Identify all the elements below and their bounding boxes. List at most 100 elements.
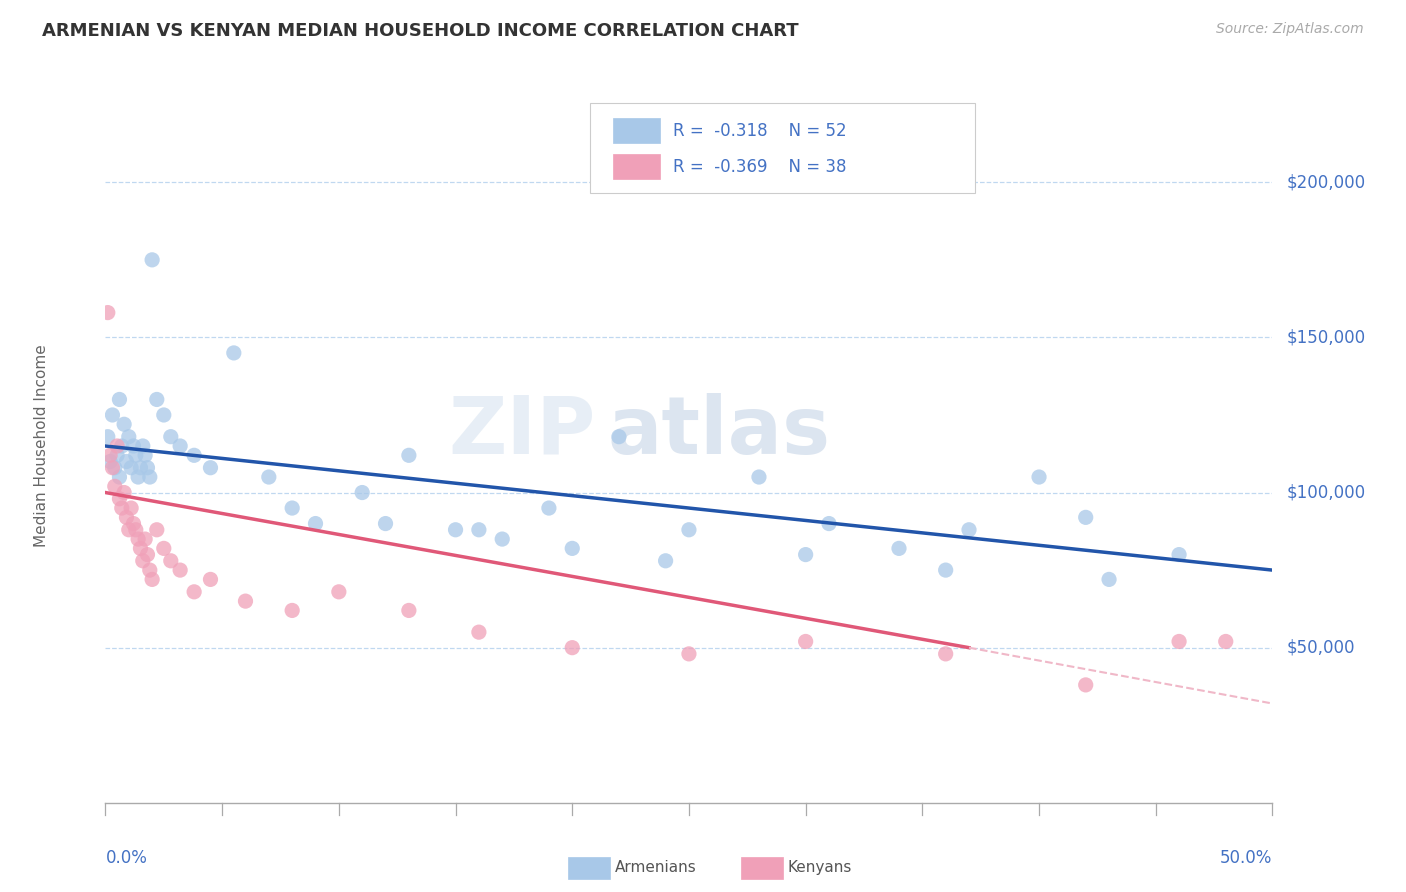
Point [491,532,513,546]
Text: R =  -0.318    N = 52: R = -0.318 N = 52 [672,122,846,140]
FancyBboxPatch shape [613,119,659,144]
Point [183,584,205,599]
Point [398,448,420,462]
Point [118,523,141,537]
Point [152,541,174,556]
Point [1074,510,1097,524]
Point [105,448,128,462]
Text: Kenyans: Kenyans [787,861,852,875]
Point [115,510,138,524]
Point [101,408,124,422]
Point [122,516,145,531]
Point [468,523,491,537]
Point [120,460,142,475]
Point [112,417,135,432]
Point [818,516,841,531]
Point [444,523,467,537]
Point [120,501,142,516]
Point [125,448,148,462]
Point [257,470,280,484]
Point [200,460,222,475]
Point [281,501,304,516]
Text: Median Household Income: Median Household Income [34,344,49,548]
Point [152,408,174,422]
Text: $100,000: $100,000 [1286,483,1365,501]
Point [98,454,121,468]
Point [97,430,120,444]
Text: Armenians: Armenians [614,861,696,875]
Point [887,541,910,556]
Point [794,548,817,562]
Point [129,460,152,475]
Point [561,541,583,556]
Point [957,523,980,537]
Point [146,392,169,407]
Point [222,346,245,360]
Point [654,554,676,568]
Point [141,573,163,587]
Point [678,647,700,661]
Point [537,501,560,516]
Point [111,439,134,453]
Point [111,501,134,516]
Text: $50,000: $50,000 [1286,639,1355,657]
Point [183,448,205,462]
Point [935,563,957,577]
Point [104,460,127,475]
Point [1074,678,1097,692]
Point [1215,634,1237,648]
Point [132,439,155,453]
Point [678,523,700,537]
Point [146,523,169,537]
Point [136,548,159,562]
Point [108,392,131,407]
Point [104,479,127,493]
Point [134,448,156,462]
Point [169,439,191,453]
Point [125,523,148,537]
Point [328,584,350,599]
Point [398,603,420,617]
Point [169,563,191,577]
Text: atlas: atlas [607,392,831,471]
Point [105,439,128,453]
Text: R =  -0.369    N = 38: R = -0.369 N = 38 [672,158,846,176]
Point [748,470,770,484]
Point [141,252,163,267]
Point [127,470,149,484]
Point [374,516,396,531]
Point [127,532,149,546]
Point [122,439,145,453]
Point [139,563,162,577]
Point [112,485,135,500]
Point [134,532,156,546]
Point [159,430,181,444]
Point [139,470,162,484]
Point [935,647,957,661]
Text: $150,000: $150,000 [1286,328,1365,346]
Point [129,541,152,556]
Point [304,516,326,531]
Text: $200,000: $200,000 [1286,173,1365,191]
Point [1098,573,1121,587]
Point [136,460,159,475]
Point [159,554,181,568]
FancyBboxPatch shape [613,154,659,179]
Point [97,305,120,319]
Point [352,485,374,500]
Text: ARMENIAN VS KENYAN MEDIAN HOUSEHOLD INCOME CORRELATION CHART: ARMENIAN VS KENYAN MEDIAN HOUSEHOLD INCO… [42,22,799,40]
Text: 50.0%: 50.0% [1220,849,1272,867]
Point [98,448,121,462]
Text: 0.0%: 0.0% [105,849,148,867]
Point [468,625,491,640]
FancyBboxPatch shape [589,103,974,193]
Point [235,594,257,608]
Point [1168,634,1191,648]
Point [132,554,155,568]
Point [108,491,131,506]
Point [1028,470,1050,484]
Point [200,573,222,587]
Point [108,470,131,484]
Point [101,460,124,475]
Point [561,640,583,655]
